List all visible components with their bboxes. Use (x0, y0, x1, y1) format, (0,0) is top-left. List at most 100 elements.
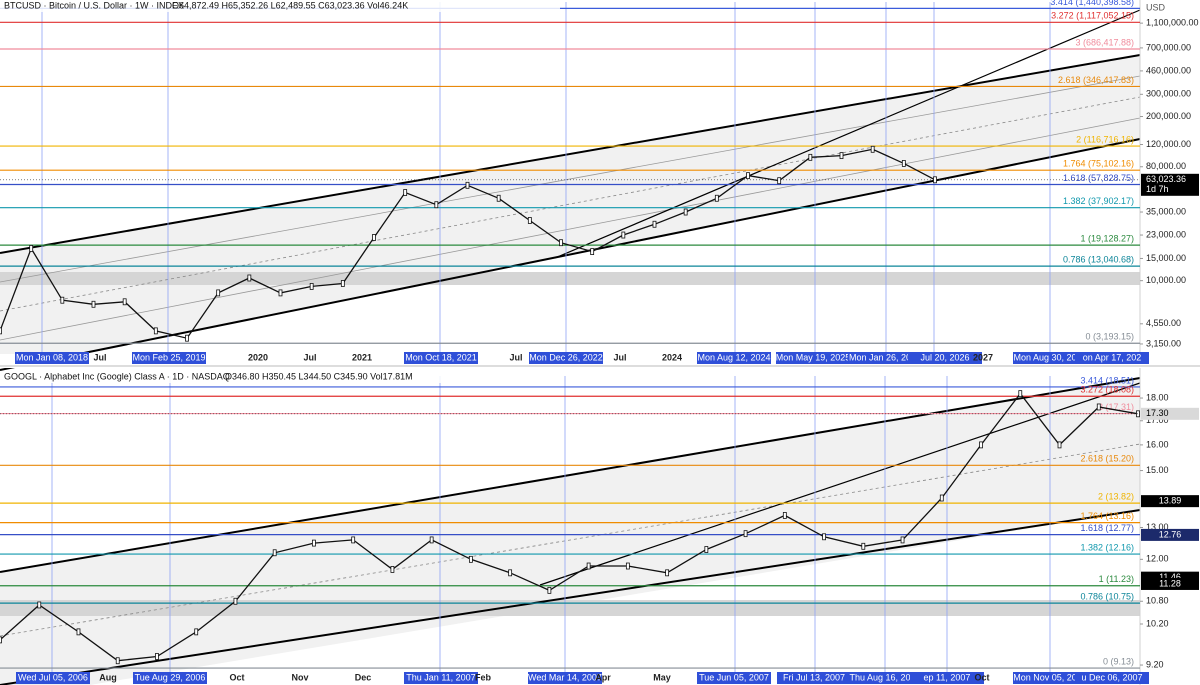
time-label: Mon Dec 26, 2022 (529, 352, 603, 362)
candle (312, 539, 316, 547)
fib-label: 1.618 (12.77) (1080, 523, 1134, 533)
fib-label: 0 (3,193.15) (1085, 332, 1134, 342)
y-tick-label: 23,000.00 (1146, 229, 1186, 239)
time-label: 2024 (662, 352, 682, 362)
fib-label: 3.272 (18.08) (1080, 385, 1134, 395)
y-tick-label: 1,100,000.00 (1146, 18, 1199, 28)
time-tag (908, 352, 982, 364)
time-label: 2021 (352, 352, 372, 362)
ohlc: O346.80 H350.45 L344.50 C345.90 Vol17.81… (225, 371, 413, 381)
candle (37, 601, 42, 609)
time-label: Fri Jul 13, 2007 (783, 672, 845, 682)
candle (1057, 441, 1062, 449)
y-tick-label: 35,000.00 (1146, 206, 1186, 216)
time-label: Apr (595, 672, 611, 682)
candle (822, 533, 826, 541)
time-tag (1075, 672, 1149, 684)
channel-line (0, 75, 1141, 283)
candle (185, 334, 189, 342)
fib-label: 1.764 (13.16) (1080, 511, 1134, 521)
candle (278, 289, 283, 297)
time-tag (776, 352, 850, 364)
time-label: Wed Jul 05, 2006 (18, 672, 88, 682)
candle (122, 298, 127, 306)
candle (665, 569, 670, 577)
y-tick-label: 3,150.00 (1146, 338, 1181, 348)
time-tag (1075, 352, 1149, 364)
time-tag (697, 352, 771, 364)
candle (0, 636, 2, 644)
y-tick-label: 16.00 (1146, 439, 1169, 449)
candle (60, 296, 65, 304)
time-label: Tue Aug 29, 2006 (135, 672, 206, 682)
channel-line (0, 377, 1141, 573)
candle (777, 177, 782, 185)
y-tick-label: 4,550.00 (1146, 318, 1181, 328)
price-tag-label: 13.89 (1159, 496, 1182, 506)
channel-line (0, 509, 1141, 685)
last-price-label: 17.30 (1146, 408, 1169, 418)
time-label: Thu Jan 11, 2007 (406, 672, 475, 682)
time-label: Tue Jun 05, 2007 (699, 672, 769, 682)
fib-label: 2 (13.82) (1098, 492, 1134, 502)
candle (714, 194, 719, 202)
time-label: Mon Feb 25, 2019 (132, 352, 205, 362)
time-tag (528, 672, 602, 684)
fib-label: 0 (9.13) (1103, 656, 1134, 666)
time-label: Mon Aug 30, 2027 (1013, 352, 1086, 362)
channel-line (0, 54, 1141, 254)
price-tag-label: 12.76 (1159, 529, 1182, 539)
currency-label: USD (1146, 2, 1166, 12)
time-label: Feb (475, 672, 492, 682)
candle (155, 653, 159, 660)
candle (247, 274, 252, 282)
channel-mid (0, 443, 1141, 637)
time-label: May (653, 672, 671, 682)
time-tag (848, 672, 922, 684)
symbol: BTCUSD · Bitcoin / U.S. Dollar · 1W · IN… (4, 0, 184, 10)
fib-label: 3.414 (1,440,398.58) (1050, 0, 1134, 7)
candle (216, 289, 221, 297)
candle (434, 201, 439, 209)
y-tick-label: 10.20 (1146, 618, 1169, 628)
time-label: Jul (93, 352, 106, 362)
candle (1018, 390, 1023, 398)
y-tick-label: 80,000.00 (1146, 161, 1186, 171)
candle (683, 208, 688, 216)
trend-line (554, 9, 1141, 259)
fib-label: 3 (17.31) (1098, 402, 1134, 412)
time-tag (910, 672, 984, 684)
candle (652, 220, 657, 228)
trend-line (539, 382, 1141, 586)
candle (340, 280, 345, 287)
candle (233, 597, 238, 605)
fib-label: 1 (19,128.27) (1080, 234, 1134, 244)
y-tick-label: 18.00 (1146, 392, 1169, 402)
channel-mid (0, 96, 1141, 312)
y-tick-label: 700,000.00 (1146, 42, 1191, 52)
time-label: Oct (229, 672, 244, 682)
y-tick-label: 12.00 (1146, 554, 1169, 564)
price-tag (1141, 577, 1199, 590)
candle (861, 542, 866, 550)
fib-label: 1 (11.23) (1099, 574, 1134, 584)
y-tick-label: 10.80 (1146, 596, 1169, 606)
price-tag (1141, 528, 1199, 541)
y-tick-label: 10,000.00 (1146, 275, 1186, 285)
candle (403, 189, 408, 196)
time-label: Nov (291, 672, 308, 682)
candle (621, 231, 626, 239)
candle (547, 586, 552, 594)
time-label: Oct (974, 672, 989, 682)
candle (272, 549, 277, 557)
time-tag (1013, 672, 1087, 684)
candle (390, 566, 395, 573)
time-tag (404, 672, 478, 684)
fib-label: 0.786 (10.75) (1080, 591, 1134, 601)
price-tag (1141, 495, 1199, 508)
candle (194, 628, 199, 636)
time-tag (132, 352, 206, 364)
candle (939, 494, 944, 502)
y-tick-label: 120,000.00 (1146, 139, 1191, 149)
candle (782, 512, 787, 519)
